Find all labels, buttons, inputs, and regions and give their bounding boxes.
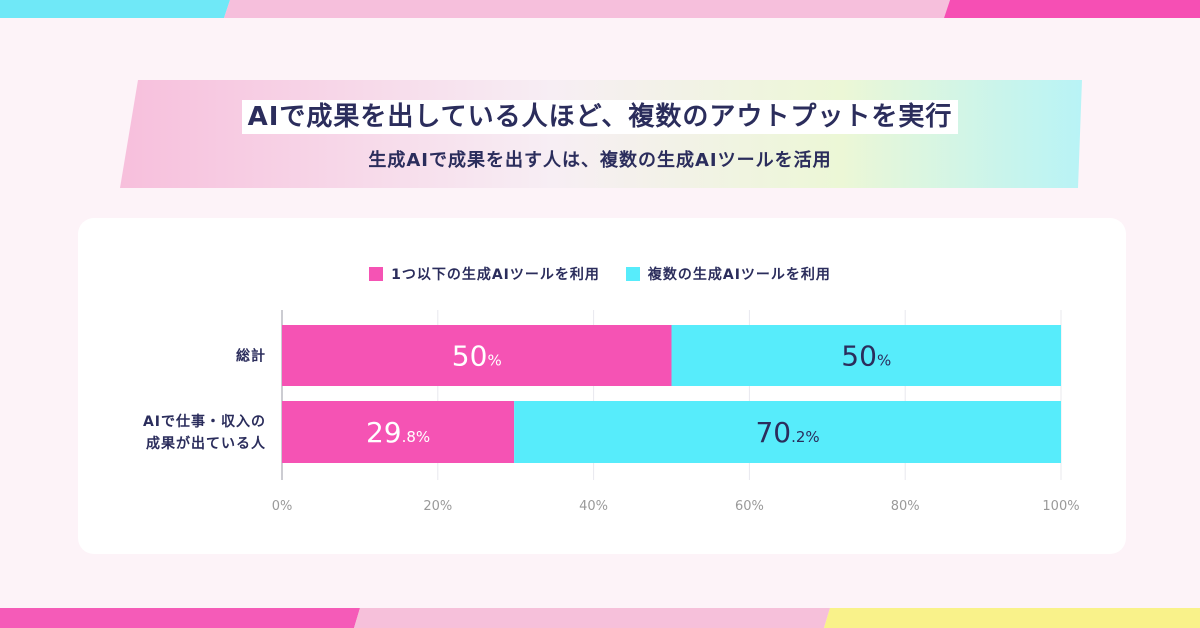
- page-title-text: AIで成果を出している人ほど、複数のアウトプットを実行: [241, 100, 959, 134]
- bar-segment: [671, 325, 1061, 386]
- x-tick-label: 100%: [1042, 499, 1079, 514]
- x-tick-label: 40%: [579, 499, 608, 514]
- page-subtitle: 生成AIで成果を出す人は、複数の生成AIツールを活用: [368, 150, 832, 171]
- legend-label-single-tool: 1つ以下の生成AIツールを利用: [391, 267, 600, 283]
- top-decorative-stripe: [0, 0, 1200, 18]
- x-tick-label: 20%: [423, 499, 452, 514]
- bar-value-label: 29.8%: [366, 416, 430, 449]
- legend-swatch-cyan: [625, 267, 640, 281]
- x-tick-label: 0%: [272, 499, 293, 514]
- bar-segment: [282, 325, 672, 386]
- category-label: 総計: [236, 348, 266, 365]
- chart-legend: 1つ以下の生成AIツールを利用 複数の生成AIツールを利用: [0, 264, 1200, 284]
- bar-value-label: 50%: [452, 340, 502, 373]
- category-label: AIで仕事・収入の: [143, 413, 266, 430]
- x-tick-label: 80%: [891, 499, 920, 514]
- page-title: AIで成果を出している人ほど、複数のアウトプットを実行: [0, 96, 1200, 134]
- bar-value-label: 70.2%: [755, 416, 819, 449]
- legend-label-multiple-tools: 複数の生成AIツールを利用: [647, 267, 831, 283]
- legend-swatch-pink: [369, 267, 384, 281]
- x-tick-label: 60%: [735, 499, 764, 514]
- legend-item-single-tool: 1つ以下の生成AIツールを利用: [369, 264, 600, 284]
- bottom-decorative-stripe: [0, 608, 1200, 628]
- bar-segment: [282, 401, 515, 463]
- category-label: 成果が出ている人: [146, 435, 266, 452]
- legend-item-multiple-tools: 複数の生成AIツールを利用: [625, 264, 831, 284]
- bar-segment: [514, 401, 1061, 463]
- bar-value-label: 50%: [841, 340, 891, 373]
